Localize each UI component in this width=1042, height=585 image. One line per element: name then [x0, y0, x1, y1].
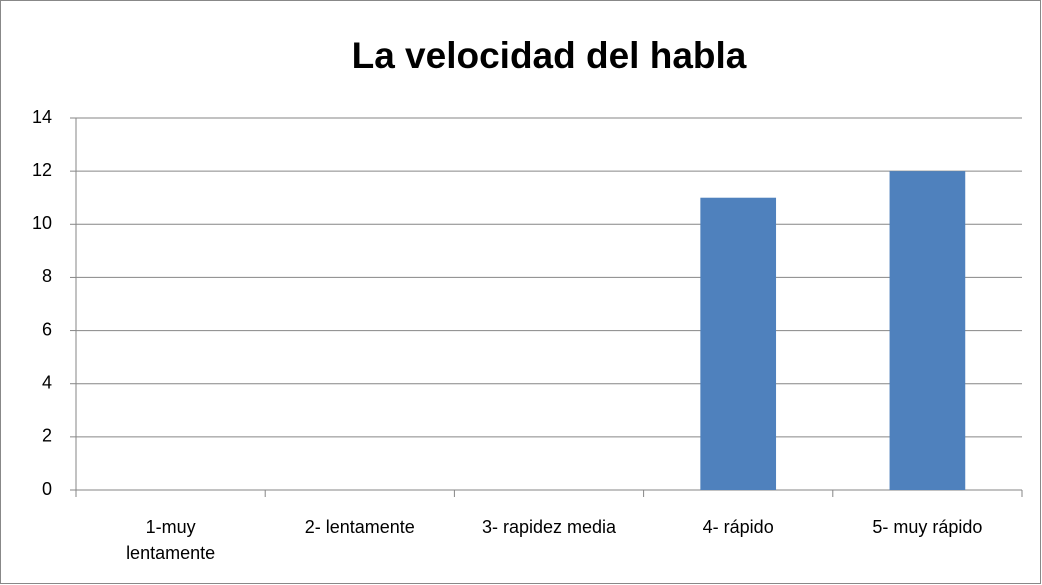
bar [889, 171, 966, 490]
chart-title: La velocidad del habla [352, 35, 747, 76]
x-tick-label: 4- rápido [702, 517, 774, 537]
y-tick-label: 12 [32, 160, 52, 180]
y-tick-label: 2 [42, 426, 52, 446]
x-tick-label: 1-muy lentamente [126, 517, 216, 563]
x-tick-label: 2- lentamente [304, 517, 415, 537]
y-tick-label: 0 [42, 479, 52, 499]
bar [700, 197, 777, 490]
x-tick-label: 3- rapidez media [481, 517, 617, 537]
x-tick-label: 5- muy rápido [872, 517, 983, 537]
y-tick-label: 4 [42, 372, 52, 392]
y-tick-label: 14 [32, 107, 52, 127]
y-tick-label: 6 [42, 319, 52, 339]
y-tick-label: 10 [32, 213, 52, 233]
y-tick-label: 8 [42, 266, 52, 286]
